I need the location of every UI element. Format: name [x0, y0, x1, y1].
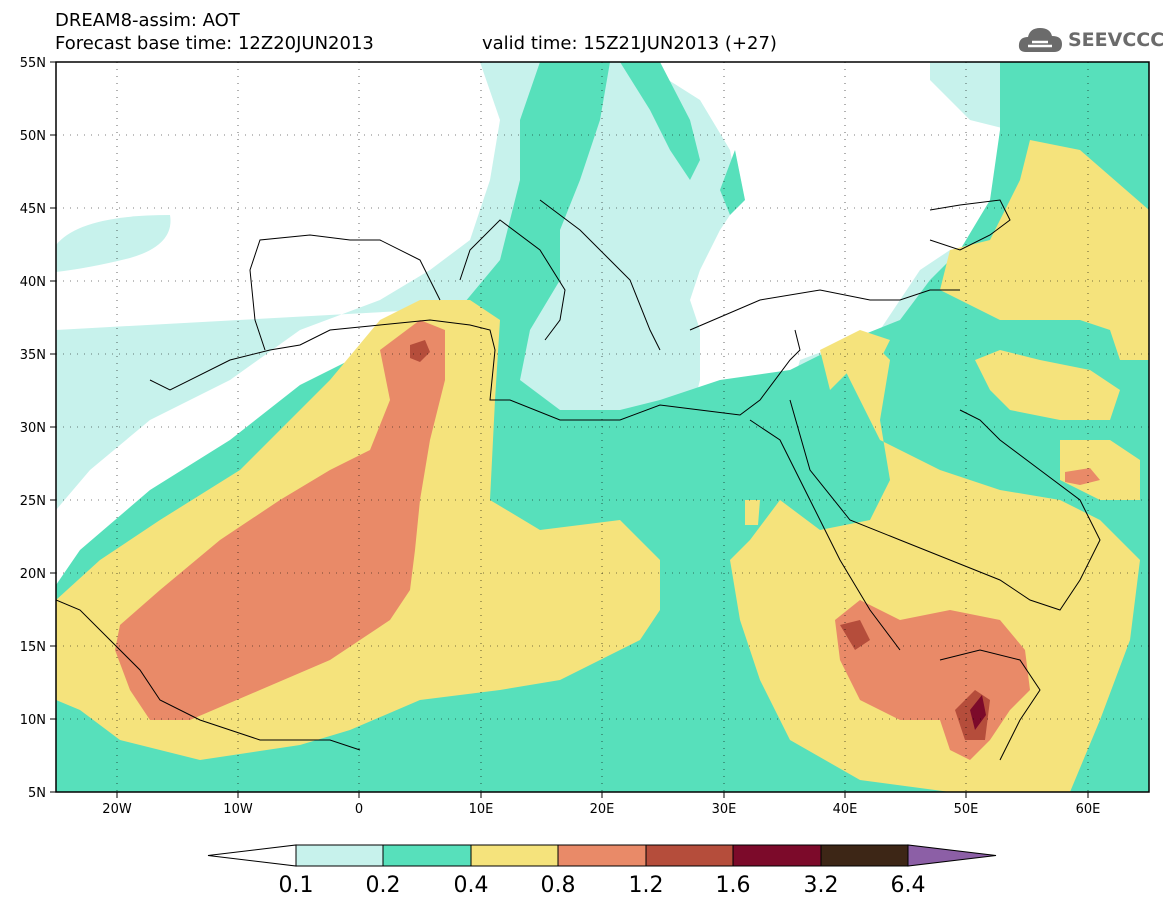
forecast-base-time: Forecast base time: 12Z20JUN2013 [55, 33, 374, 54]
colorbar-label: 1.6 [716, 873, 751, 898]
lon-label: 0 [355, 802, 363, 817]
aot-field [56, 62, 1149, 792]
colorbar-label: 0.1 [279, 873, 314, 898]
lat-label: 55N [20, 56, 46, 71]
colorbar-segment [470, 844, 559, 867]
lat-label: 30N [20, 421, 46, 436]
cloud-icon [1018, 28, 1062, 52]
lat-label: 15N [20, 640, 46, 655]
colorbar-segment [382, 844, 472, 867]
colorbar-segment [820, 844, 909, 867]
lat-label: 5N [28, 786, 46, 801]
colorbar-under-arrow [207, 844, 297, 867]
graticule [56, 62, 1149, 792]
lat-label: 25N [20, 494, 46, 509]
colorbar-label: 0.2 [366, 873, 401, 898]
lon-label: 10E [469, 802, 494, 817]
lon-label: 20W [102, 802, 132, 817]
coastlines [56, 199, 1101, 761]
colorbar-over-arrow [907, 844, 997, 867]
lon-label: 40E [833, 802, 858, 817]
lon-label: 50E [954, 802, 979, 817]
colorbar-segment [645, 844, 734, 867]
aot-band-1.6 [970, 695, 986, 730]
lon-label: 30E [712, 802, 737, 817]
seevccc-logo: SEEVCCC [1018, 22, 1164, 58]
colorbar-segment [557, 844, 647, 867]
lon-label: 10W [223, 802, 253, 817]
lat-label: 50N [20, 129, 46, 144]
logo-text: SEEVCCC [1068, 29, 1165, 51]
color-bar [207, 844, 997, 867]
colorbar-label: 0.4 [454, 873, 489, 898]
colorbar-label: 6.4 [891, 873, 926, 898]
map-title: DREAM8-assim: AOT [55, 10, 240, 31]
lat-labels: 5N 10N 15N 20N 25N 30N 35N 40N 45N 50N 5… [20, 56, 46, 801]
colorbar-label: 3.2 [804, 873, 839, 898]
valid-time: valid time: 15Z21JUN2013 (+27) [482, 33, 777, 54]
lon-label: 20E [590, 802, 615, 817]
lon-labels: 20W 10W 0 10E 20E 30E 40E 50E 60E [102, 802, 1100, 817]
color-bar-labels: 0.1 0.2 0.4 0.8 1.2 1.6 3.2 6.4 [279, 873, 926, 898]
colorbar-segment [732, 844, 822, 867]
lat-label: 35N [20, 348, 46, 363]
tick-marks [50, 61, 1089, 798]
lon-label: 60E [1076, 802, 1101, 817]
lat-label: 10N [20, 713, 46, 728]
lat-label: 45N [20, 202, 46, 217]
lat-label: 20N [20, 567, 46, 582]
colorbar-label: 1.2 [629, 873, 664, 898]
colorbar-label: 0.8 [541, 873, 576, 898]
lat-label: 40N [20, 275, 46, 290]
colorbar-segment [295, 844, 384, 867]
